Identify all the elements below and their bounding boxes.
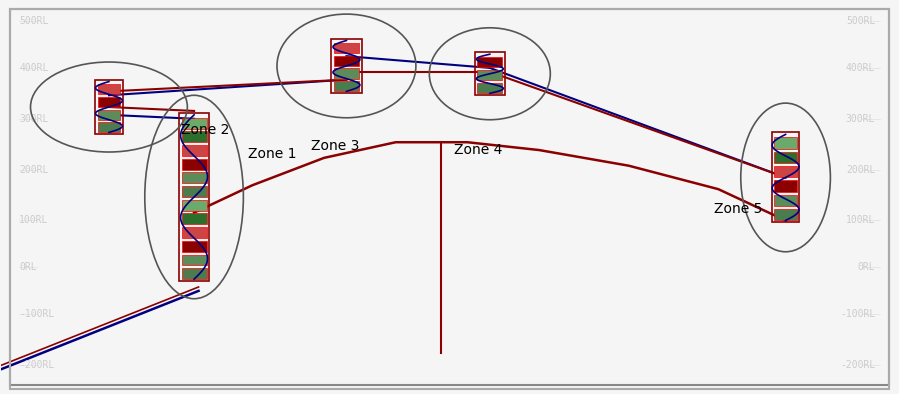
Bar [98, 110, 120, 120]
Bar [774, 166, 797, 177]
Bar [774, 180, 797, 192]
Text: 300RL: 300RL [19, 114, 49, 124]
Bar [182, 227, 207, 238]
Text: 0RL: 0RL [19, 262, 37, 272]
Bar [182, 241, 207, 252]
Bar [98, 97, 120, 107]
Text: -100RL: -100RL [19, 309, 55, 320]
Text: 300RL: 300RL [846, 114, 876, 124]
Bar [774, 195, 797, 206]
Bar [331, 39, 361, 93]
Bar [334, 56, 359, 66]
Text: Zone 5: Zone 5 [714, 202, 762, 216]
Bar [182, 186, 207, 197]
Bar [771, 132, 799, 223]
Bar [477, 70, 503, 80]
Bar [477, 57, 503, 67]
Text: Zone 3: Zone 3 [310, 139, 359, 153]
Bar [774, 209, 797, 221]
Bar [334, 81, 359, 91]
Bar [182, 131, 207, 142]
Bar [477, 83, 503, 93]
Text: 500RL: 500RL [846, 16, 876, 26]
Text: 400RL: 400RL [19, 63, 49, 73]
Bar [98, 122, 120, 132]
Text: 200RL: 200RL [19, 165, 49, 175]
Bar [95, 80, 123, 134]
Bar [475, 52, 505, 95]
Bar [774, 137, 797, 149]
Bar [182, 200, 207, 211]
Text: 100RL: 100RL [846, 216, 876, 225]
Bar [179, 113, 209, 281]
Bar [182, 255, 207, 266]
Text: 500RL: 500RL [19, 16, 49, 26]
Bar [182, 172, 207, 183]
Bar [774, 152, 797, 163]
Text: -100RL: -100RL [840, 309, 876, 320]
Text: Zone 2: Zone 2 [181, 123, 229, 138]
Text: 100RL: 100RL [19, 216, 49, 225]
Bar [98, 84, 120, 94]
Bar [334, 43, 359, 53]
Bar [182, 214, 207, 225]
Text: Zone 1: Zone 1 [248, 147, 297, 161]
Text: -200RL: -200RL [19, 360, 55, 370]
Text: 200RL: 200RL [846, 165, 876, 175]
Text: 0RL: 0RL [858, 262, 876, 272]
Text: Zone 4: Zone 4 [454, 143, 503, 157]
Text: -200RL: -200RL [840, 360, 876, 370]
Bar [182, 268, 207, 279]
Text: 400RL: 400RL [846, 63, 876, 73]
Bar [182, 117, 207, 128]
Bar [182, 145, 207, 156]
Bar [334, 69, 359, 79]
FancyBboxPatch shape [11, 9, 888, 385]
Bar [182, 159, 207, 169]
